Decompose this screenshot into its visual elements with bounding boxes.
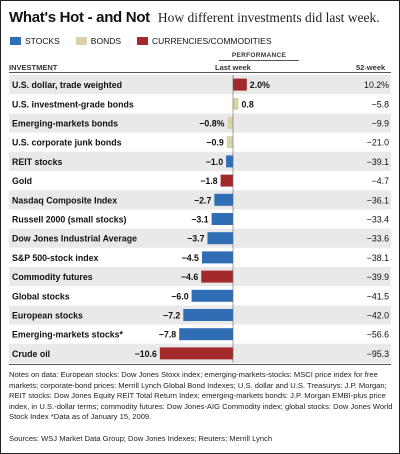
legend-swatch-stocks xyxy=(10,37,21,45)
category-label: Global stocks xyxy=(12,291,70,301)
week52-label: −33.4 xyxy=(367,215,389,225)
category-label: REIT stocks xyxy=(12,157,62,167)
category-label: Emerging-markets stocks* xyxy=(12,330,124,340)
bar xyxy=(214,193,233,206)
bar-chart: U.S. dollar, trade weighted 2.0% 10.2% U.S.… xyxy=(9,75,391,363)
bar xyxy=(207,232,233,245)
sources-text: Sources: WSJ Market Data Group; Dow Jone… xyxy=(9,434,273,443)
value-label: 0.8 xyxy=(242,99,254,109)
bar xyxy=(191,289,233,302)
value-label: −3.7 xyxy=(187,234,204,244)
bar xyxy=(226,155,233,168)
chart-subtitle: How different investments did last week. xyxy=(157,10,380,25)
bar xyxy=(183,309,233,321)
row-background xyxy=(9,190,391,210)
week52-label: −41.5 xyxy=(367,291,389,301)
legend-item-currencies: CURRENCIES/COMMODITIES xyxy=(137,36,272,46)
week52-label: −95.3 xyxy=(367,349,389,359)
category-label: S&P 500-stock index xyxy=(12,253,98,263)
category-label: Gold xyxy=(12,176,32,186)
value-label: −10.6 xyxy=(135,349,157,359)
legend-label-currencies: CURRENCIES/COMMODITIES xyxy=(152,36,272,46)
bar xyxy=(201,251,233,264)
week52-label: −33.6 xyxy=(367,234,389,244)
legend: STOCKS BONDS CURRENCIES/COMMODITIES xyxy=(10,36,288,46)
week52-label: −38.1 xyxy=(367,253,389,263)
value-label: −4.6 xyxy=(181,272,198,282)
bar xyxy=(227,117,233,129)
bar xyxy=(226,136,233,149)
category-label: European stocks xyxy=(12,311,83,321)
category-label: U.S. corporate junk bonds xyxy=(12,138,122,148)
week52-header: 52-week xyxy=(356,63,386,72)
category-label: Dow Jones Industrial Average xyxy=(12,234,137,244)
row-background xyxy=(9,113,391,133)
row-background xyxy=(9,267,391,287)
bar xyxy=(233,78,247,91)
bar xyxy=(233,97,239,110)
value-label: −1.8 xyxy=(200,176,217,186)
bottom-rule xyxy=(9,364,391,365)
category-label: Commodity futures xyxy=(12,272,93,282)
category-label: U.S. investment-grade bonds xyxy=(12,99,134,109)
notes-text: Notes on data: European stocks: Dow Jone… xyxy=(9,370,393,421)
legend-swatch-currencies xyxy=(137,37,149,45)
row-background xyxy=(9,151,391,171)
legend-item-stocks: STOCKS xyxy=(10,36,60,46)
legend-item-bonds: BONDS xyxy=(75,36,122,46)
bar xyxy=(179,328,233,341)
week52-label: −36.1 xyxy=(367,195,389,205)
performance-header: PERFORMANCE xyxy=(231,52,287,59)
bar xyxy=(159,347,233,360)
week52-label: −39.1 xyxy=(367,157,389,167)
legend-label-stocks: STOCKS xyxy=(25,36,60,46)
week52-label: 10.2% xyxy=(364,80,389,90)
last-week-header: Last week xyxy=(215,63,251,72)
legend-label-bonds: BONDS xyxy=(90,36,122,46)
legend-swatch-bonds xyxy=(75,37,87,45)
value-label: −6.0 xyxy=(171,291,188,301)
category-label: Emerging-markets bonds xyxy=(12,119,118,129)
week52-label: −39.9 xyxy=(367,272,389,282)
week52-label: −42.0 xyxy=(367,311,389,321)
week52-label: −9.9 xyxy=(372,119,389,129)
bar xyxy=(211,213,233,225)
value-label: −0.9 xyxy=(206,138,223,148)
value-label: −3.1 xyxy=(191,215,208,225)
value-label: −0.8% xyxy=(199,119,224,129)
performance-rule xyxy=(219,60,299,61)
value-label: −4.5 xyxy=(182,253,199,263)
title-row: What's Hot - and Not How different invest… xyxy=(9,9,380,27)
chart-title: What's Hot - and Not xyxy=(9,9,150,26)
category-label: Russell 2000 (small stocks) xyxy=(12,215,126,225)
category-label: Crude oil xyxy=(12,349,50,359)
category-label: Nasdaq Composite Index xyxy=(12,195,117,205)
investment-header: INVESTMENT xyxy=(9,63,58,72)
value-label: −7.2 xyxy=(163,311,180,321)
row-background xyxy=(9,228,391,248)
value-label: −2.7 xyxy=(194,195,211,205)
value-label: 2.0% xyxy=(250,80,270,90)
week52-label: −5.8 xyxy=(372,99,389,109)
header-rule xyxy=(9,72,391,73)
row-background xyxy=(9,75,391,95)
week52-label: −4.7 xyxy=(372,176,389,186)
bar xyxy=(201,270,233,283)
week52-label: −56.6 xyxy=(367,330,389,340)
bar xyxy=(220,174,233,187)
value-label: −7.8 xyxy=(159,330,176,340)
value-label: −1.0 xyxy=(206,157,223,167)
week52-label: −21.0 xyxy=(367,138,389,148)
category-label: U.S. dollar, trade weighted xyxy=(12,80,122,90)
